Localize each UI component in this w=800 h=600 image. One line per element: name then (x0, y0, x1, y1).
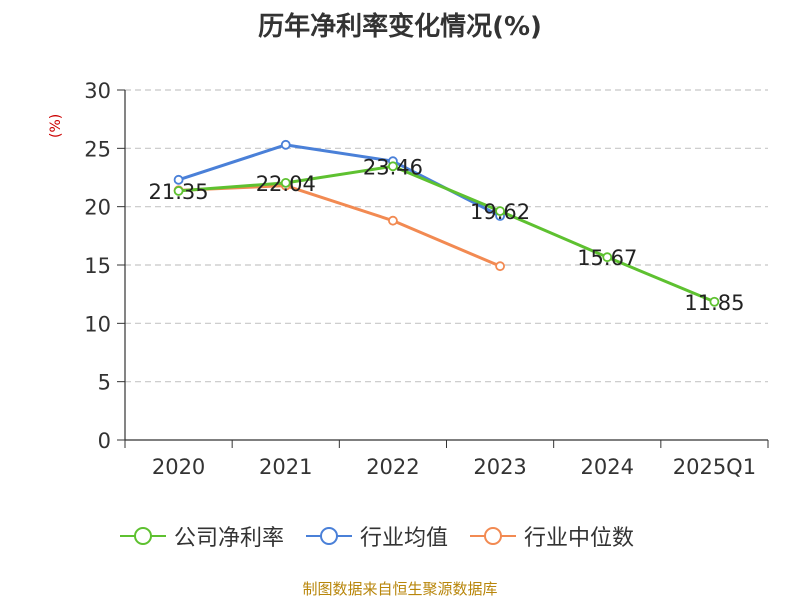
x-tick-label: 2022 (366, 455, 419, 479)
data-label: 15.67 (577, 246, 637, 270)
legend-item-industry-median[interactable]: 行业中位数 (470, 520, 634, 552)
data-source: 制图数据来自恒生聚源数据库 (302, 580, 498, 598)
x-tick-label: 2021 (259, 455, 312, 479)
data-point (388, 215, 398, 226)
data-label: 11.85 (684, 291, 744, 315)
data-point (495, 206, 505, 217)
legend-item-industry-avg[interactable]: 行业均值 (306, 520, 448, 552)
y-tick-label: 5 (98, 371, 111, 395)
y-tick-label: 10 (84, 312, 111, 336)
y-tick-label: 15 (84, 254, 111, 278)
legend-marker-industry-avg (306, 527, 353, 545)
x-tick-label: 2023 (473, 455, 526, 479)
data-point (280, 177, 291, 188)
y-tick-label: 0 (98, 429, 111, 453)
y-tick-label: 30 (84, 79, 111, 103)
data-point (173, 174, 184, 185)
series-line (178, 164, 715, 304)
data-point (173, 186, 184, 196)
x-tick-label: 2024 (581, 455, 634, 479)
y-tick-label: 25 (84, 137, 111, 161)
data-label: 23.46 (363, 155, 423, 179)
data-point (280, 139, 291, 150)
legend-marker-industry-median (470, 527, 517, 545)
x-tick-label: 2020 (152, 455, 205, 479)
legend-label-industry-avg: 行业均值 (360, 526, 449, 551)
series-line (178, 143, 501, 218)
data-point (602, 252, 613, 263)
y-tick-label: 20 (84, 196, 111, 220)
series-line (178, 184, 501, 268)
data-label: 19.62 (470, 200, 530, 224)
legend-label-company: 公司净利率 (174, 526, 285, 551)
legend-item-company[interactable]: 公司净利率 (120, 520, 284, 552)
legend-marker-company (120, 527, 166, 545)
data-point (709, 296, 720, 307)
data-point (495, 261, 505, 272)
data-label: 21.35 (149, 180, 209, 204)
legend-label-industry-median: 行业中位数 (524, 526, 635, 551)
data-label: 22.04 (256, 172, 316, 196)
data-point (388, 161, 398, 172)
x-tick-label: 2025Q1 (673, 455, 756, 479)
legend: 公司净利率 行业均值 行业中位数 (120, 520, 634, 552)
chart-title: 历年净利率变化情况(%) (258, 12, 542, 42)
